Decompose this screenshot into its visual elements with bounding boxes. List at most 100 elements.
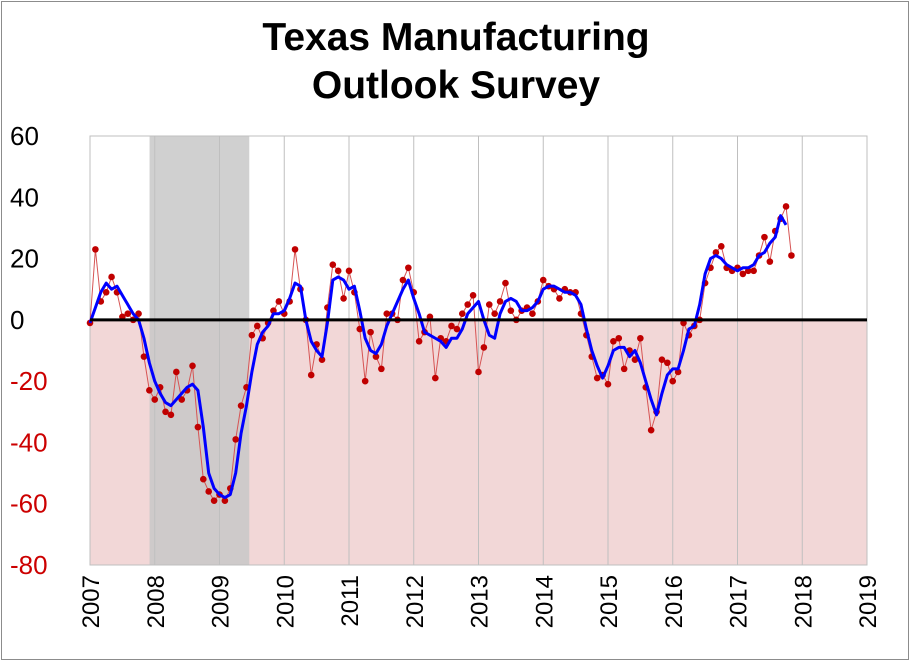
monthly-point-64 <box>432 374 439 382</box>
monthly-point-17 <box>178 396 186 403</box>
monthly-point-104 <box>647 426 655 434</box>
monthly-point-1 <box>92 246 99 253</box>
monthly-point-58 <box>399 276 407 284</box>
monthly-point-7 <box>124 310 132 318</box>
y-tick-label: 0 <box>10 305 24 335</box>
monthly-point-48 <box>345 267 353 275</box>
y-tick-label: -40 <box>10 427 48 457</box>
monthly-point-106 <box>658 356 666 363</box>
monthly-point-94 <box>593 374 601 382</box>
monthly-point-123 <box>750 267 757 275</box>
monthly-point-22 <box>205 488 213 495</box>
monthly-point-107 <box>664 359 671 367</box>
monthly-point-99 <box>620 365 628 373</box>
monthly-point-15 <box>167 411 175 419</box>
monthly-point-69 <box>458 310 466 318</box>
monthly-point-31 <box>253 322 261 330</box>
monthly-point-47 <box>340 295 347 302</box>
monthly-point-129 <box>782 203 790 210</box>
monthly-point-84 <box>539 276 547 284</box>
monthly-point-108 <box>669 377 677 385</box>
monthly-point-130 <box>788 252 795 259</box>
monthly-point-73 <box>480 344 488 351</box>
x-tick-label: 2008 <box>143 575 170 628</box>
monthly-point-87 <box>556 295 563 302</box>
x-tick-label: 2019 <box>855 575 882 628</box>
monthly-point-61 <box>415 338 423 345</box>
monthly-point-75 <box>491 310 498 318</box>
y-tick-label: 20 <box>10 244 39 274</box>
monthly-point-72 <box>475 368 482 376</box>
monthly-point-53 <box>372 353 380 360</box>
monthly-point-35 <box>275 298 283 305</box>
monthly-point-96 <box>604 380 612 388</box>
monthly-point-27 <box>232 436 239 443</box>
monthly-point-20 <box>194 423 202 431</box>
monthly-point-21 <box>200 475 207 483</box>
y-tick-label: 40 <box>10 182 39 212</box>
monthly-point-23 <box>210 497 218 504</box>
monthly-point-98 <box>615 334 623 342</box>
monthly-point-116 <box>712 249 720 256</box>
monthly-point-14 <box>162 408 169 416</box>
monthly-point-68 <box>453 325 461 333</box>
monthly-point-78 <box>507 307 515 314</box>
monthly-point-77 <box>502 279 509 287</box>
x-tick-label: 2012 <box>402 575 429 628</box>
monthly-point-25 <box>221 497 229 504</box>
monthly-point-52 <box>367 328 374 336</box>
x-tick-label: 2010 <box>272 575 299 628</box>
monthly-point-9 <box>135 310 142 318</box>
monthly-point-3 <box>102 288 110 296</box>
monthly-point-16 <box>173 368 180 376</box>
y-tick-label: 60 <box>10 121 39 151</box>
x-tick-label: 2014 <box>531 575 558 628</box>
y-tick-label: -20 <box>10 366 48 396</box>
monthly-point-70 <box>464 301 471 308</box>
monthly-point-71 <box>469 292 477 299</box>
x-tick-label: 2007 <box>78 575 105 628</box>
monthly-point-19 <box>189 362 196 370</box>
chart-title-line-1: Texas Manufacturing <box>262 16 650 59</box>
monthly-point-41 <box>307 371 315 379</box>
monthly-point-121 <box>739 270 747 278</box>
monthly-point-101 <box>631 356 639 363</box>
chart-title-line-2: Outlook Survey <box>311 64 601 107</box>
monthly-point-45 <box>329 261 337 269</box>
x-tick-label: 2013 <box>467 575 494 628</box>
y-tick-label: -80 <box>10 550 48 580</box>
monthly-point-67 <box>448 322 455 330</box>
monthly-point-28 <box>237 402 245 409</box>
monthly-point-97 <box>610 338 617 345</box>
monthly-point-74 <box>485 301 493 308</box>
x-tick-label: 2015 <box>596 575 623 628</box>
monthly-point-30 <box>248 331 256 339</box>
monthly-point-51 <box>361 377 369 385</box>
x-tick-label: 2009 <box>208 575 235 628</box>
monthly-point-12 <box>151 396 159 403</box>
chart-title: Texas Manufacturing Outlook Survey <box>0 14 912 110</box>
monthly-point-125 <box>761 233 768 241</box>
monthly-point-54 <box>378 365 385 373</box>
monthly-point-117 <box>717 243 725 250</box>
x-tick-label: 2017 <box>726 575 753 628</box>
recession-band <box>149 136 250 565</box>
x-tick-label: 2018 <box>790 575 817 628</box>
monthly-point-126 <box>766 258 774 265</box>
monthly-point-50 <box>356 325 364 333</box>
monthly-point-10 <box>140 353 148 360</box>
y-tick-label: -60 <box>10 489 48 519</box>
monthly-point-46 <box>334 267 342 275</box>
monthly-point-38 <box>291 246 299 253</box>
monthly-point-82 <box>529 310 536 318</box>
monthly-point-43 <box>318 356 326 363</box>
monthly-point-4 <box>108 273 115 281</box>
monthly-point-59 <box>405 264 412 272</box>
x-tick-label: 2016 <box>661 575 688 628</box>
x-tick-label: 2011 <box>337 575 364 627</box>
monthly-point-55 <box>383 310 391 318</box>
smoothed-series-line <box>88 214 788 500</box>
monthly-point-11 <box>146 387 153 394</box>
monthly-point-76 <box>496 298 504 305</box>
